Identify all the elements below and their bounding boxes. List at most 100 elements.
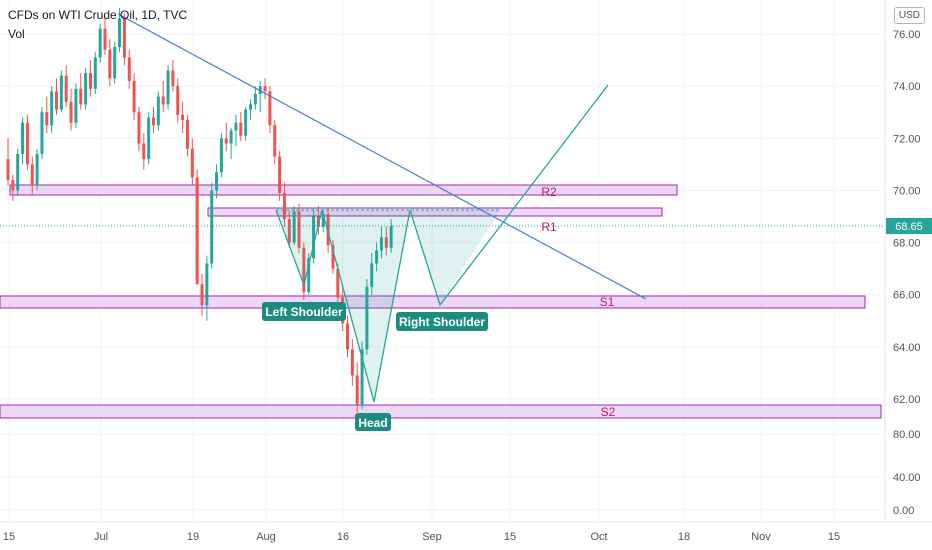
candle: [176, 78, 180, 123]
candle: [166, 65, 170, 110]
time-axis[interactable]: 15 Jul 19 Aug 16 Sep 15 Oct 18 Nov 15: [3, 531, 840, 543]
time-tick-label: 19: [187, 531, 199, 543]
candle-body: [108, 49, 112, 79]
volume-axis[interactable]: 80.00 40.00 0.00: [893, 429, 921, 517]
candle-body: [147, 117, 151, 160]
candle: [205, 255, 209, 321]
candle: [185, 114, 189, 157]
candle-body: [21, 122, 25, 154]
head-shoulders-pattern[interactable]: [275, 84, 609, 403]
pattern-fill-left: [276, 210, 322, 285]
candle-body: [50, 91, 54, 126]
annotation-right-shoulder[interactable]: Right Shoulder: [396, 312, 488, 331]
candle-body: [350, 349, 354, 376]
volume-tick-label: 40.00: [893, 472, 921, 484]
candle-body: [370, 263, 374, 287]
candle: [384, 226, 388, 256]
annotation-right-shoulder-text: Right Shoulder: [399, 315, 485, 329]
candle-body: [137, 112, 141, 144]
candle: [200, 273, 204, 316]
annotation-head[interactable]: Head: [355, 413, 391, 431]
zone-label-s1: S1: [600, 295, 615, 309]
candlestick-series: [6, 7, 393, 413]
sr-zones: R2 R1 S1 S2: [0, 184, 882, 419]
candle: [152, 107, 155, 134]
candle-body: [98, 28, 102, 58]
candle-body: [74, 88, 78, 123]
zone-r1[interactable]: [207, 207, 663, 217]
candle: [224, 122, 228, 152]
candle: [249, 99, 252, 121]
currency-button[interactable]: USD: [893, 7, 925, 24]
zone-label-r1: R1: [541, 220, 557, 234]
candle: [263, 78, 267, 100]
candle-body: [127, 57, 131, 81]
time-tick-label: Nov: [751, 531, 771, 543]
candle-body: [307, 258, 311, 293]
candle-body: [321, 213, 325, 227]
zone-label-r2: R2: [541, 185, 557, 199]
volume-indicator-label: Vol: [8, 27, 25, 41]
time-tick-label: 16: [337, 531, 349, 543]
price-tick-label: 66.00: [893, 290, 921, 302]
candle-body: [234, 122, 238, 131]
price-tick-label: 72.00: [893, 133, 921, 145]
candle: [244, 107, 248, 141]
candle-body: [11, 180, 15, 191]
descending-trendline[interactable]: [117, 13, 647, 300]
last-price-tag: 68.65: [886, 218, 932, 234]
time-tick-label: 15: [3, 531, 15, 543]
candle: [195, 169, 199, 285]
candle-body: [88, 73, 92, 89]
time-tick-label: Aug: [256, 531, 276, 543]
candle: [50, 86, 54, 134]
candle-body: [30, 164, 34, 186]
price-axis[interactable]: 76.00 74.00 72.00 70.00 68.00 66.00 64.00 62.00: [893, 29, 921, 406]
candle: [93, 52, 97, 94]
zone-s1[interactable]: [0, 295, 866, 309]
candle: [355, 362, 359, 413]
candle-body: [55, 91, 58, 110]
candle-body: [35, 153, 39, 186]
candle-body: [6, 159, 10, 180]
candle-body: [142, 143, 146, 160]
annotation-head-text: Head: [358, 416, 387, 430]
candle: [6, 138, 10, 186]
zone-s2[interactable]: [0, 404, 882, 419]
candle: [59, 70, 63, 113]
candle-body: [152, 117, 155, 126]
candle-body: [375, 250, 379, 264]
last-price-value: 68.65: [895, 221, 923, 233]
candle: [88, 60, 92, 97]
candle-body: [118, 18, 122, 48]
candle: [69, 88, 73, 131]
pattern-fill-head: [322, 210, 410, 402]
candle: [84, 67, 88, 110]
candle-body: [292, 211, 296, 243]
candle: [215, 164, 219, 199]
candle: [79, 73, 83, 110]
candle-body: [384, 237, 388, 248]
candle-body: [268, 91, 272, 126]
candle-body: [40, 112, 44, 154]
annotation-left-shoulder[interactable]: Left Shoulder: [262, 302, 346, 321]
candle-body: [200, 284, 204, 306]
candle-body: [263, 86, 267, 92]
candle-body: [346, 323, 349, 350]
candle-body: [239, 122, 243, 136]
candle-body: [331, 245, 335, 269]
candle: [11, 174, 15, 201]
candle-body: [205, 263, 209, 306]
candle: [370, 253, 374, 295]
chart-title: CFDs on WTI Crude Oil, 1D, TVC: [8, 8, 188, 22]
candle: [156, 91, 160, 131]
pattern-outline: [275, 84, 609, 403]
candle-body: [185, 120, 189, 149]
zone-r2[interactable]: [9, 184, 678, 196]
candle: [278, 151, 282, 201]
candle: [234, 114, 238, 147]
candle: [122, 13, 126, 66]
candle: [258, 80, 262, 113]
price-tick-label: 68.00: [893, 238, 921, 250]
